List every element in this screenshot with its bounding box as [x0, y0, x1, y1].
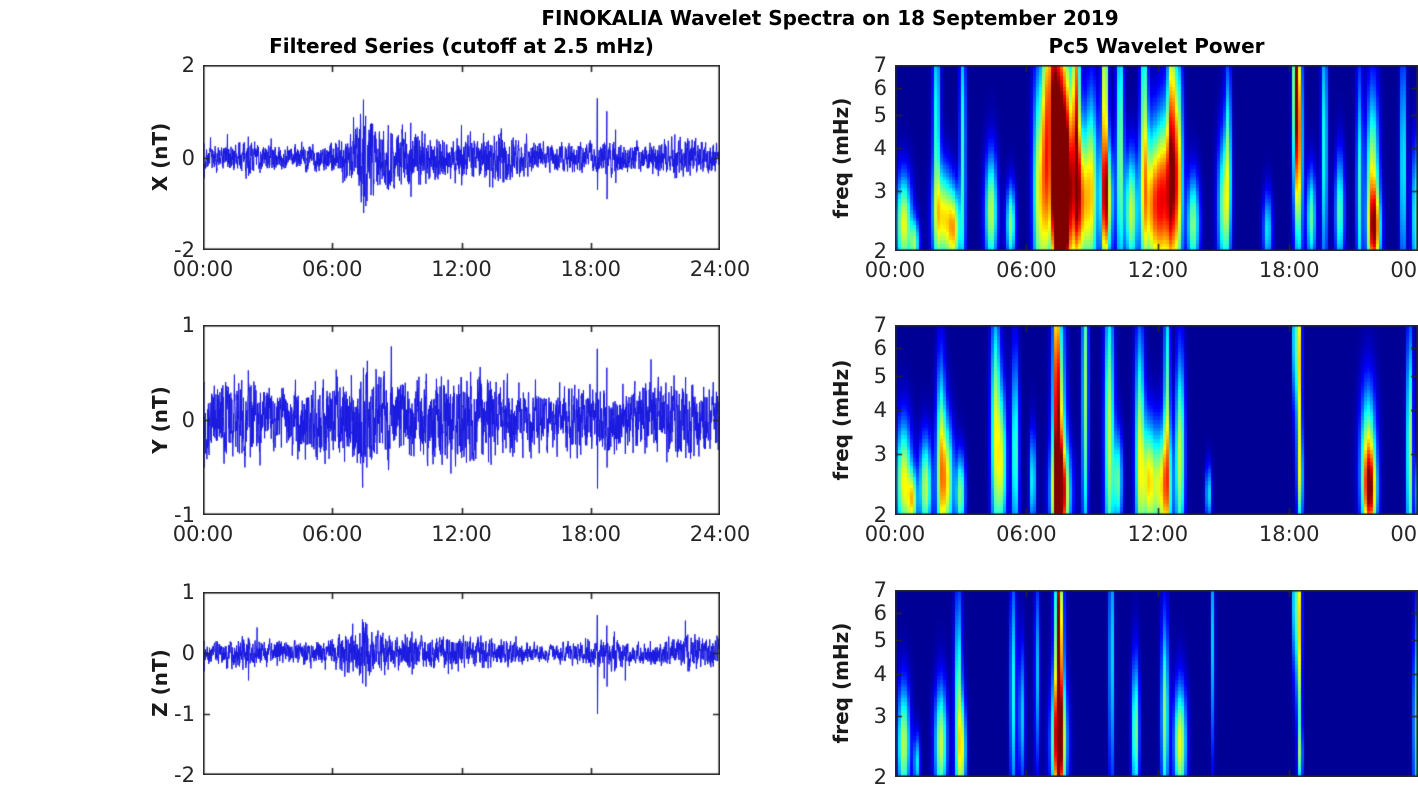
x-tick-label: 00:00 [864, 522, 926, 546]
y-tick-label: -1 [174, 503, 195, 527]
z-filtered-series-plot [203, 592, 720, 775]
y-filtered-series-plot [203, 325, 720, 515]
y-tick-label: 3 [873, 178, 887, 203]
left-column-title: Filtered Series (cutoff at 2.5 mHz) [269, 34, 654, 58]
x-tick-label: 18:00 [1258, 258, 1320, 282]
y-tick-label: 0 [181, 145, 195, 170]
y-tick-label: 1 [181, 313, 195, 337]
y-tick-label: 2 [873, 239, 887, 263]
y-tick-label: 5 [873, 628, 887, 653]
x-tick-label: 00:00 [172, 257, 234, 281]
y-tick-label: 5 [873, 364, 887, 389]
y-tick-label: 6 [873, 601, 887, 625]
y-tick-label: 2 [873, 503, 887, 527]
x-tick-label: 06:00 [301, 522, 363, 546]
y-tick-label: 4 [873, 661, 887, 686]
x-tick-label: 00:00 [864, 258, 926, 282]
x-tick-label: 12:00 [1127, 522, 1189, 546]
y-tick-label: 7 [873, 313, 887, 337]
x-tick-label: 18:00 [560, 257, 622, 281]
y-tick-label: 6 [873, 75, 887, 100]
x-tick-label: 24:00 [689, 257, 751, 281]
y-tick-label: 3 [873, 441, 887, 466]
x-tick-label: 06:00 [996, 258, 1057, 282]
y-tick-label: 5 [873, 102, 887, 127]
y-tick-label: 7 [873, 578, 887, 602]
y-tick-label: 3 [873, 704, 887, 729]
x-wavelet-power-plot [895, 65, 1418, 251]
x-tick-label: 24:00 [689, 522, 751, 546]
x-filtered-series-plot [203, 65, 720, 250]
y-tick-label: 7 [873, 53, 887, 77]
y-tick-label: 4 [873, 136, 887, 161]
x-tick-label: 12:00 [431, 522, 492, 546]
y-tick-label: 1 [181, 580, 195, 604]
y-tick-label: 0 [181, 408, 195, 432]
y-tick-label: 2 [181, 53, 195, 77]
y-tick-label: -2 [174, 238, 195, 262]
right-column-title: Pc5 Wavelet Power [1048, 34, 1265, 58]
y-tick-label: 6 [873, 336, 887, 361]
x-tick-label: 12:00 [431, 257, 492, 281]
y-tick-label: -2 [174, 763, 195, 787]
y-wavelet-power-plot [895, 325, 1418, 515]
x-tick-label: 06:00 [301, 257, 363, 281]
z-wavelet-power-plot [895, 590, 1418, 777]
figure-title: FINOKALIA Wavelet Spectra on 18 Septembe… [541, 6, 1119, 30]
y-tick-label: 2 [873, 765, 887, 789]
x-tick-label: 18:00 [560, 522, 622, 546]
x-tick-label: 12:00 [1127, 258, 1189, 282]
y-tick-label: 0 [181, 641, 195, 665]
x-tick-label: 00:00 [1390, 258, 1418, 282]
x-tick-label: 00:00 [1390, 522, 1418, 546]
y-tick-label: -1 [174, 702, 195, 726]
x-tick-label: 06:00 [996, 522, 1057, 546]
x-tick-label: 00:00 [172, 522, 234, 546]
x-tick-label: 18:00 [1258, 522, 1320, 546]
y-tick-label: 4 [873, 397, 887, 422]
